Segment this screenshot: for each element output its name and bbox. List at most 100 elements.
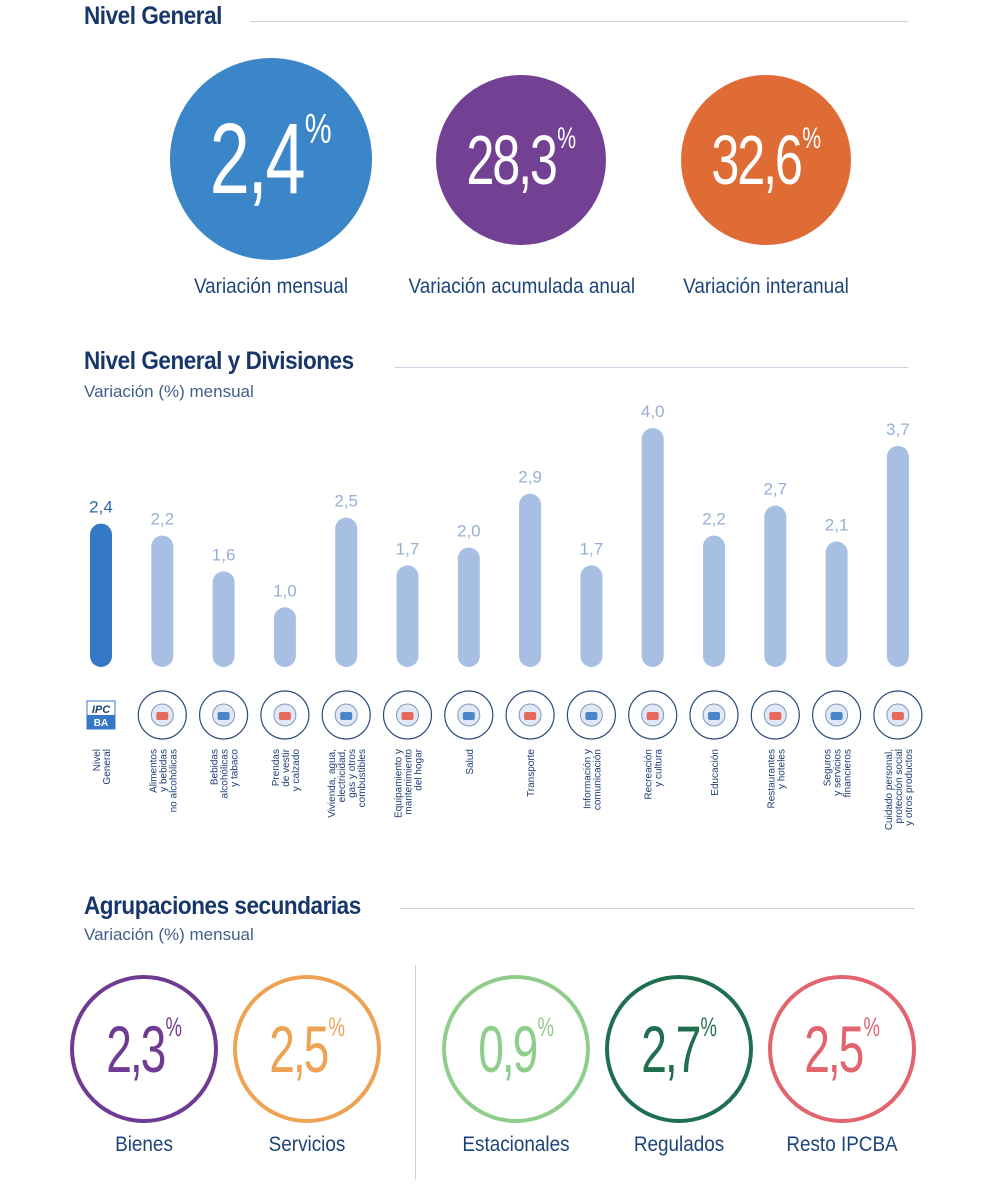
resto-ipcba-value: 2,5% — [804, 1012, 880, 1086]
food-icon — [137, 690, 187, 740]
category-label-line: y calzado — [291, 749, 302, 792]
category-label-line: Restaurantes — [766, 749, 777, 808]
bar-value-label: 2,0 — [457, 522, 481, 541]
bar-value-label: 1,7 — [580, 539, 604, 558]
bar-8 — [580, 565, 603, 667]
bienes-ring: 2,3% — [70, 975, 218, 1123]
section-divider — [400, 908, 915, 909]
variacion-interanual-circle: 32,6% — [681, 75, 851, 245]
wine-icon — [199, 690, 249, 740]
category-label: Seguros y servicios financieros — [823, 749, 854, 797]
category-label-line: Vivienda, agua, — [327, 749, 338, 818]
service-bell-icon — [750, 690, 800, 740]
bienes-value: 2,3% — [106, 1012, 182, 1086]
category-label: Bebidas alcohólicas y tabaco — [210, 749, 241, 799]
section-divider — [250, 21, 908, 22]
agrupaciones-title: Agrupaciones secundarias — [84, 892, 361, 920]
laptop-icon — [566, 690, 617, 740]
resto-ipcba-ring: 2,5% — [768, 975, 916, 1123]
category-label-line: combustibles — [357, 749, 368, 807]
category-label: Prendas de vestir y calzado — [271, 748, 302, 791]
category-label-line: y bebidas — [158, 749, 169, 792]
category-label: Información y comunicación — [582, 749, 603, 810]
bar-2 — [212, 571, 235, 667]
category-label-line: Prendas — [271, 749, 282, 786]
bar-13 — [886, 445, 909, 667]
svg-text:BA: BA — [94, 718, 108, 729]
category-label: Equipamiento y mantenimiento del hogar — [394, 748, 425, 818]
category-label: Educación — [710, 749, 721, 796]
category-label: Recreación y cultura — [644, 749, 665, 800]
category-label-line: y tabaco — [230, 749, 241, 787]
bar-7 — [519, 493, 542, 667]
regulados-ring: 2,7% — [605, 975, 753, 1123]
bar-9 — [641, 428, 664, 667]
bar-1 — [151, 535, 174, 667]
bar-0 — [90, 523, 112, 667]
bar-4 — [335, 517, 358, 667]
category-label-line: electricidad, — [337, 749, 348, 802]
divisiones-title: Nivel General y Divisiones — [84, 347, 354, 375]
variacion-mensual-circle: 2,4% — [170, 58, 372, 260]
category-label-line: Equipamiento y — [394, 749, 405, 818]
category-label-line: Educación — [710, 749, 721, 796]
bar-11 — [764, 505, 787, 667]
bar-value-label: 2,2 — [702, 510, 726, 529]
estacionales-ring: 0,9% — [442, 975, 590, 1123]
estacionales-label: Estacionales — [462, 1133, 570, 1156]
resto-ipcba-label: Resto IPCBA — [786, 1133, 898, 1156]
regulados-label: Regulados — [633, 1133, 725, 1156]
bar-value-label: 4,0 — [641, 402, 665, 421]
bar-value-label: 1,0 — [273, 581, 297, 600]
doctor-icon — [444, 690, 494, 740]
regulados-value: 2,7% — [641, 1012, 717, 1086]
category-label-line: financieros — [843, 749, 854, 797]
theater-masks-icon — [628, 690, 678, 740]
bar-value-label: 2,7 — [763, 480, 787, 499]
bar-6 — [457, 547, 480, 667]
category-label-line: gas y otros — [347, 749, 358, 798]
bar-value-label: 2,4 — [89, 498, 113, 517]
group-separator — [415, 965, 416, 1180]
category-label: Alimentos y bebidas no alcohólicas — [148, 749, 179, 812]
variacion-interanual-label: Variación interanual — [683, 275, 849, 298]
agrupaciones-subtitle: Variación (%) mensual — [84, 925, 254, 944]
divisiones-bar-chart: 2,4 IPC BA Nivel General 2,2 Alimentos y bebida… — [86, 402, 923, 830]
category-label: Nivel General — [92, 749, 113, 785]
category-label-line: Nivel — [92, 749, 103, 771]
variacion-mensual-label: Variación mensual — [193, 275, 349, 298]
house-icon — [321, 690, 371, 740]
category-label: Transporte — [526, 749, 537, 797]
variacion-mensual-value: 2,4% — [210, 102, 332, 215]
bar-value-label: 2,2 — [150, 510, 174, 529]
category-label: Restaurantes y hoteles — [766, 749, 787, 808]
estacionales-value: 0,9% — [478, 1012, 554, 1086]
category-label-line: y servicios — [833, 749, 844, 796]
washing-machine-icon — [382, 690, 433, 740]
servicios-value: 2,5% — [269, 1012, 345, 1086]
category-label: Cuidado personal, protección social y otro… — [884, 749, 915, 830]
bar-12 — [825, 541, 848, 667]
bar-value-label: 1,6 — [212, 545, 236, 564]
bar-value-label: 3,7 — [886, 420, 910, 439]
servicios-label: Servicios — [268, 1133, 346, 1156]
bar-5 — [396, 565, 419, 667]
bank-icon — [811, 690, 862, 740]
bar-3 — [273, 607, 296, 667]
category-label: Salud — [465, 749, 476, 775]
plane-car-icon — [505, 690, 555, 740]
category-label-line: Transporte — [526, 749, 537, 797]
category-label-line: y otros productos — [904, 749, 915, 826]
shirt-icon — [260, 690, 310, 740]
bar-value-label: 2,1 — [825, 516, 849, 535]
variacion-acumulada-value: 28,3% — [466, 121, 576, 199]
bienes-label: Bienes — [115, 1133, 173, 1156]
bar-value-label: 2,9 — [518, 468, 542, 487]
category-label-line: alcohólicas — [220, 749, 231, 798]
category-label-line: y hoteles — [776, 749, 787, 789]
nivel-general-title: Nivel General — [84, 2, 222, 30]
category-label-line: mantenimiento — [404, 749, 415, 815]
category-label-line: y cultura — [654, 749, 665, 787]
divisiones-subtitle: Variación (%) mensual — [84, 382, 254, 401]
category-label: Vivienda, agua, electricidad, gas y otros c… — [327, 749, 368, 818]
